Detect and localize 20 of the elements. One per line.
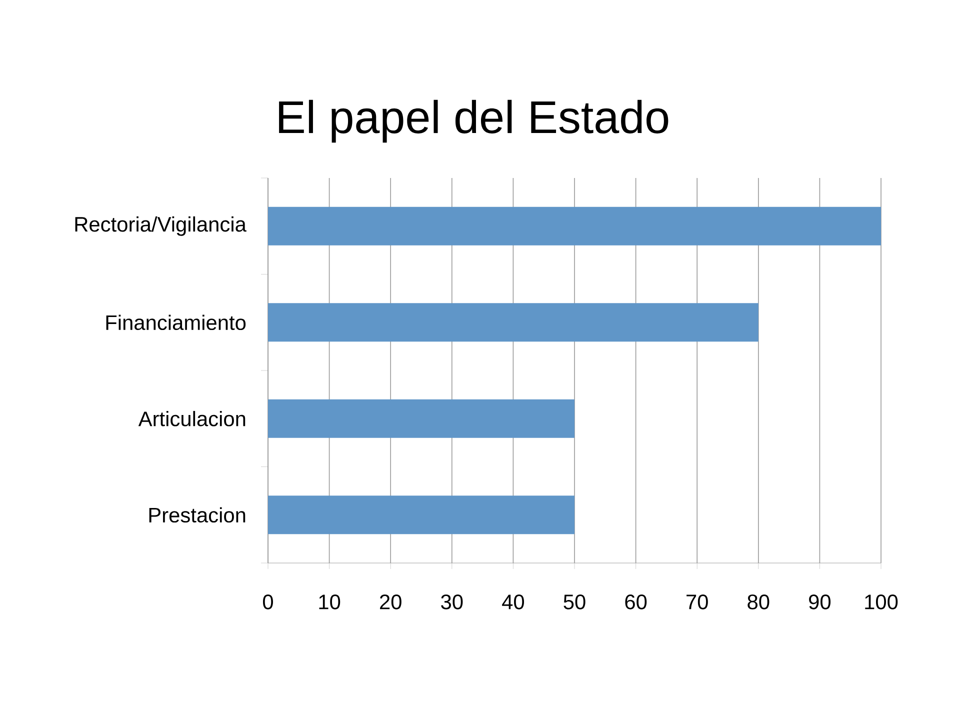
x-tick-label: 10 <box>319 594 340 610</box>
x-tick-label: 20 <box>380 594 402 610</box>
x-tick-label: 100 <box>865 594 898 610</box>
y-tick-label: Articulacion <box>138 410 246 426</box>
x-tick-label: 70 <box>686 594 708 610</box>
bar <box>268 303 758 342</box>
chart-title: El papel del Estado <box>279 100 668 143</box>
x-tick-label: 0 <box>262 594 273 610</box>
x-tick-label: 90 <box>809 594 831 610</box>
bar <box>268 206 882 246</box>
bar <box>268 399 575 438</box>
bar <box>268 496 575 534</box>
x-tick-label: 80 <box>748 594 770 610</box>
x-tick-label: 60 <box>625 594 647 610</box>
x-tick-label: 30 <box>441 594 463 610</box>
y-tick-label: Rectoria/Vigilancia <box>75 216 246 236</box>
x-tick-label: 40 <box>502 594 524 610</box>
y-tick-label: Financiamiento <box>106 314 246 330</box>
x-tick-label: 50 <box>564 594 586 610</box>
y-tick-label: Prestacion <box>149 507 246 523</box>
